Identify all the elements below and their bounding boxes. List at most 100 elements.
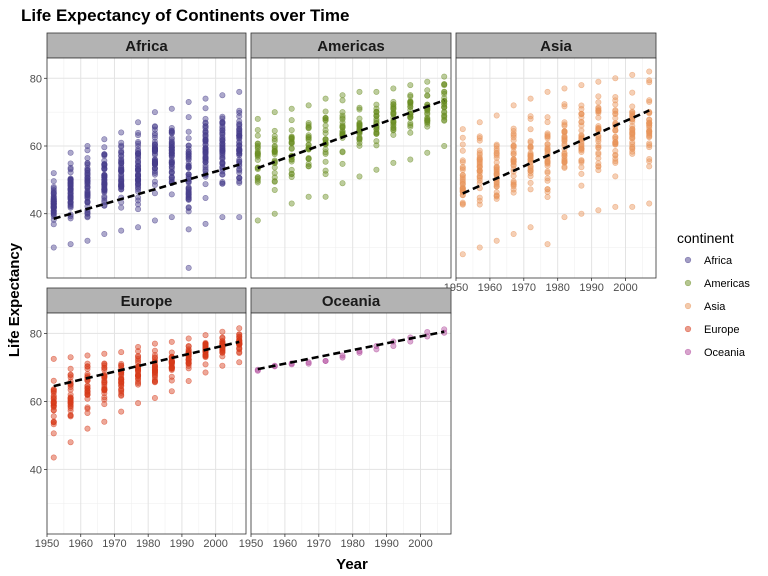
data-point xyxy=(544,88,551,95)
data-point xyxy=(67,166,74,173)
data-point xyxy=(322,150,329,157)
data-point xyxy=(339,92,346,99)
facet-panels: Africa 40 60 80 Americas Asia 1950 1960 1970 1980… xyxy=(30,32,657,550)
x-tick-label: 1990 xyxy=(579,282,603,294)
data-point xyxy=(595,149,602,156)
facet-strip xyxy=(250,287,452,314)
data-point xyxy=(578,118,585,125)
data-point xyxy=(84,199,91,206)
data-point xyxy=(219,151,226,158)
facet-africa: Africa 40 60 80 xyxy=(30,32,247,279)
x-tick-label: 1980 xyxy=(545,282,569,294)
data-point xyxy=(118,164,125,171)
data-point xyxy=(50,454,57,461)
data-point xyxy=(101,362,108,369)
data-point xyxy=(168,168,175,175)
data-point xyxy=(646,116,653,123)
data-point xyxy=(67,412,74,419)
data-point xyxy=(544,186,551,193)
data-point xyxy=(135,343,142,350)
data-point xyxy=(84,179,91,186)
data-point xyxy=(646,79,653,86)
data-point xyxy=(595,93,602,100)
facet-strip-label: Africa xyxy=(125,38,168,55)
data-point xyxy=(476,163,483,170)
data-point xyxy=(510,156,517,163)
data-point xyxy=(84,185,91,192)
trend-line xyxy=(257,330,445,371)
data-point xyxy=(84,180,91,187)
data-point xyxy=(305,102,312,109)
data-point xyxy=(84,191,91,198)
data-point xyxy=(135,138,142,145)
data-point xyxy=(527,145,534,152)
data-point xyxy=(493,170,500,177)
data-point xyxy=(322,95,329,102)
data-point xyxy=(118,143,125,150)
data-point xyxy=(50,399,57,406)
data-point xyxy=(236,129,243,136)
data-point xyxy=(595,144,602,151)
data-point xyxy=(407,114,414,121)
data-point xyxy=(118,156,125,163)
data-point xyxy=(185,154,192,161)
data-point xyxy=(84,352,91,359)
facet-strip-label: Oceania xyxy=(322,293,381,310)
data-point xyxy=(441,73,448,80)
data-point xyxy=(459,147,466,154)
data-point xyxy=(339,124,346,131)
data-point xyxy=(84,395,91,402)
data-point xyxy=(202,128,209,135)
data-point xyxy=(356,88,363,95)
y-tick-label: 80 xyxy=(30,73,42,85)
data-point xyxy=(168,214,175,221)
legend-label: Africa xyxy=(704,255,733,267)
y-tick-label: 60 xyxy=(30,396,42,408)
data-point xyxy=(168,366,175,373)
data-point xyxy=(236,156,243,163)
data-point xyxy=(84,174,91,181)
data-point xyxy=(390,342,397,349)
data-point xyxy=(373,116,380,123)
data-point xyxy=(373,130,380,137)
legend-label: Oceania xyxy=(704,347,746,359)
facet-americas: Americas xyxy=(250,32,452,279)
data-point xyxy=(356,115,363,122)
data-point xyxy=(168,105,175,112)
data-point xyxy=(493,143,500,150)
data-point xyxy=(236,179,243,186)
data-point xyxy=(561,163,568,170)
data-point xyxy=(561,119,568,126)
data-point xyxy=(322,167,329,174)
data-point xyxy=(135,182,142,189)
data-point xyxy=(50,170,57,177)
data-point xyxy=(254,132,261,139)
x-tick-label: 2000 xyxy=(203,538,227,550)
data-point xyxy=(322,127,329,134)
data-point xyxy=(578,106,585,113)
data-point xyxy=(527,179,534,186)
panel-background xyxy=(456,58,656,278)
data-point xyxy=(67,198,74,205)
data-point xyxy=(646,122,653,129)
data-point xyxy=(527,95,534,102)
data-point xyxy=(185,191,192,198)
data-point xyxy=(493,154,500,161)
data-point xyxy=(84,165,91,172)
data-point xyxy=(544,119,551,126)
x-tick-label: 1950 xyxy=(239,538,263,550)
data-point xyxy=(219,214,226,221)
data-point xyxy=(202,342,209,349)
data-point xyxy=(219,127,226,134)
data-point xyxy=(646,98,653,105)
data-point xyxy=(476,154,483,161)
y-tick-label: 80 xyxy=(30,328,42,340)
data-point xyxy=(322,108,329,115)
data-point xyxy=(168,388,175,395)
data-point xyxy=(151,368,158,375)
data-point xyxy=(67,397,74,404)
x-tick-label: 1970 xyxy=(307,538,331,550)
data-point xyxy=(202,153,209,160)
data-point xyxy=(118,186,125,193)
